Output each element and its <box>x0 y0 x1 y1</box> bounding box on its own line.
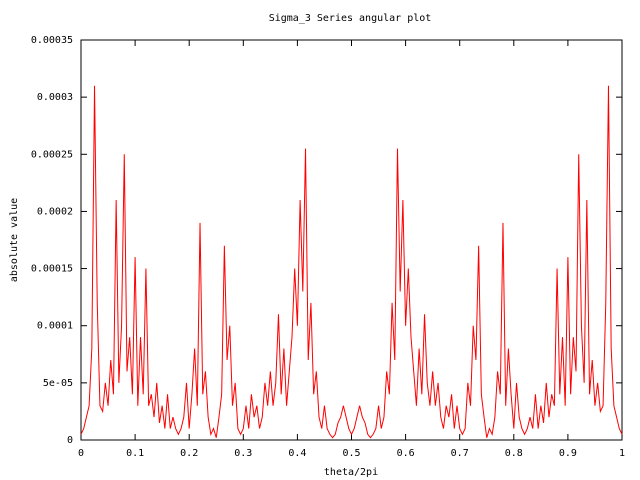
x-tick-label: 0.3 <box>234 448 252 459</box>
data-line <box>80 85 623 439</box>
y-tick-label: 0.0001 <box>37 321 73 332</box>
y-tick-label: 0.00015 <box>31 264 73 275</box>
x-tick-label: 0.1 <box>126 448 144 459</box>
x-tick-label: 0.4 <box>288 448 306 459</box>
x-tick-label: 0.6 <box>397 448 415 459</box>
chart-title: Sigma_3 Series angular plot <box>269 13 432 24</box>
y-tick-label: 5e-05 <box>43 378 73 389</box>
y-tick-label: 0.00035 <box>31 35 73 46</box>
x-tick-label: 1 <box>619 448 625 459</box>
x-tick-label: 0 <box>78 448 84 459</box>
x-tick-label: 0.5 <box>342 448 360 459</box>
y-tick-label: 0.0003 <box>37 92 73 103</box>
x-axis-label: theta/2pi <box>324 467 378 478</box>
y-tick-label: 0.00025 <box>31 149 73 160</box>
x-tick-label: 0.7 <box>451 448 469 459</box>
x-tick-label: 0.8 <box>505 448 523 459</box>
x-tick-label: 0.9 <box>559 448 577 459</box>
y-tick-label: 0 <box>67 435 73 446</box>
x-tick-label: 0.2 <box>180 448 198 459</box>
y-tick-label: 0.0002 <box>37 206 73 217</box>
y-axis-label: absolute value <box>9 198 20 282</box>
